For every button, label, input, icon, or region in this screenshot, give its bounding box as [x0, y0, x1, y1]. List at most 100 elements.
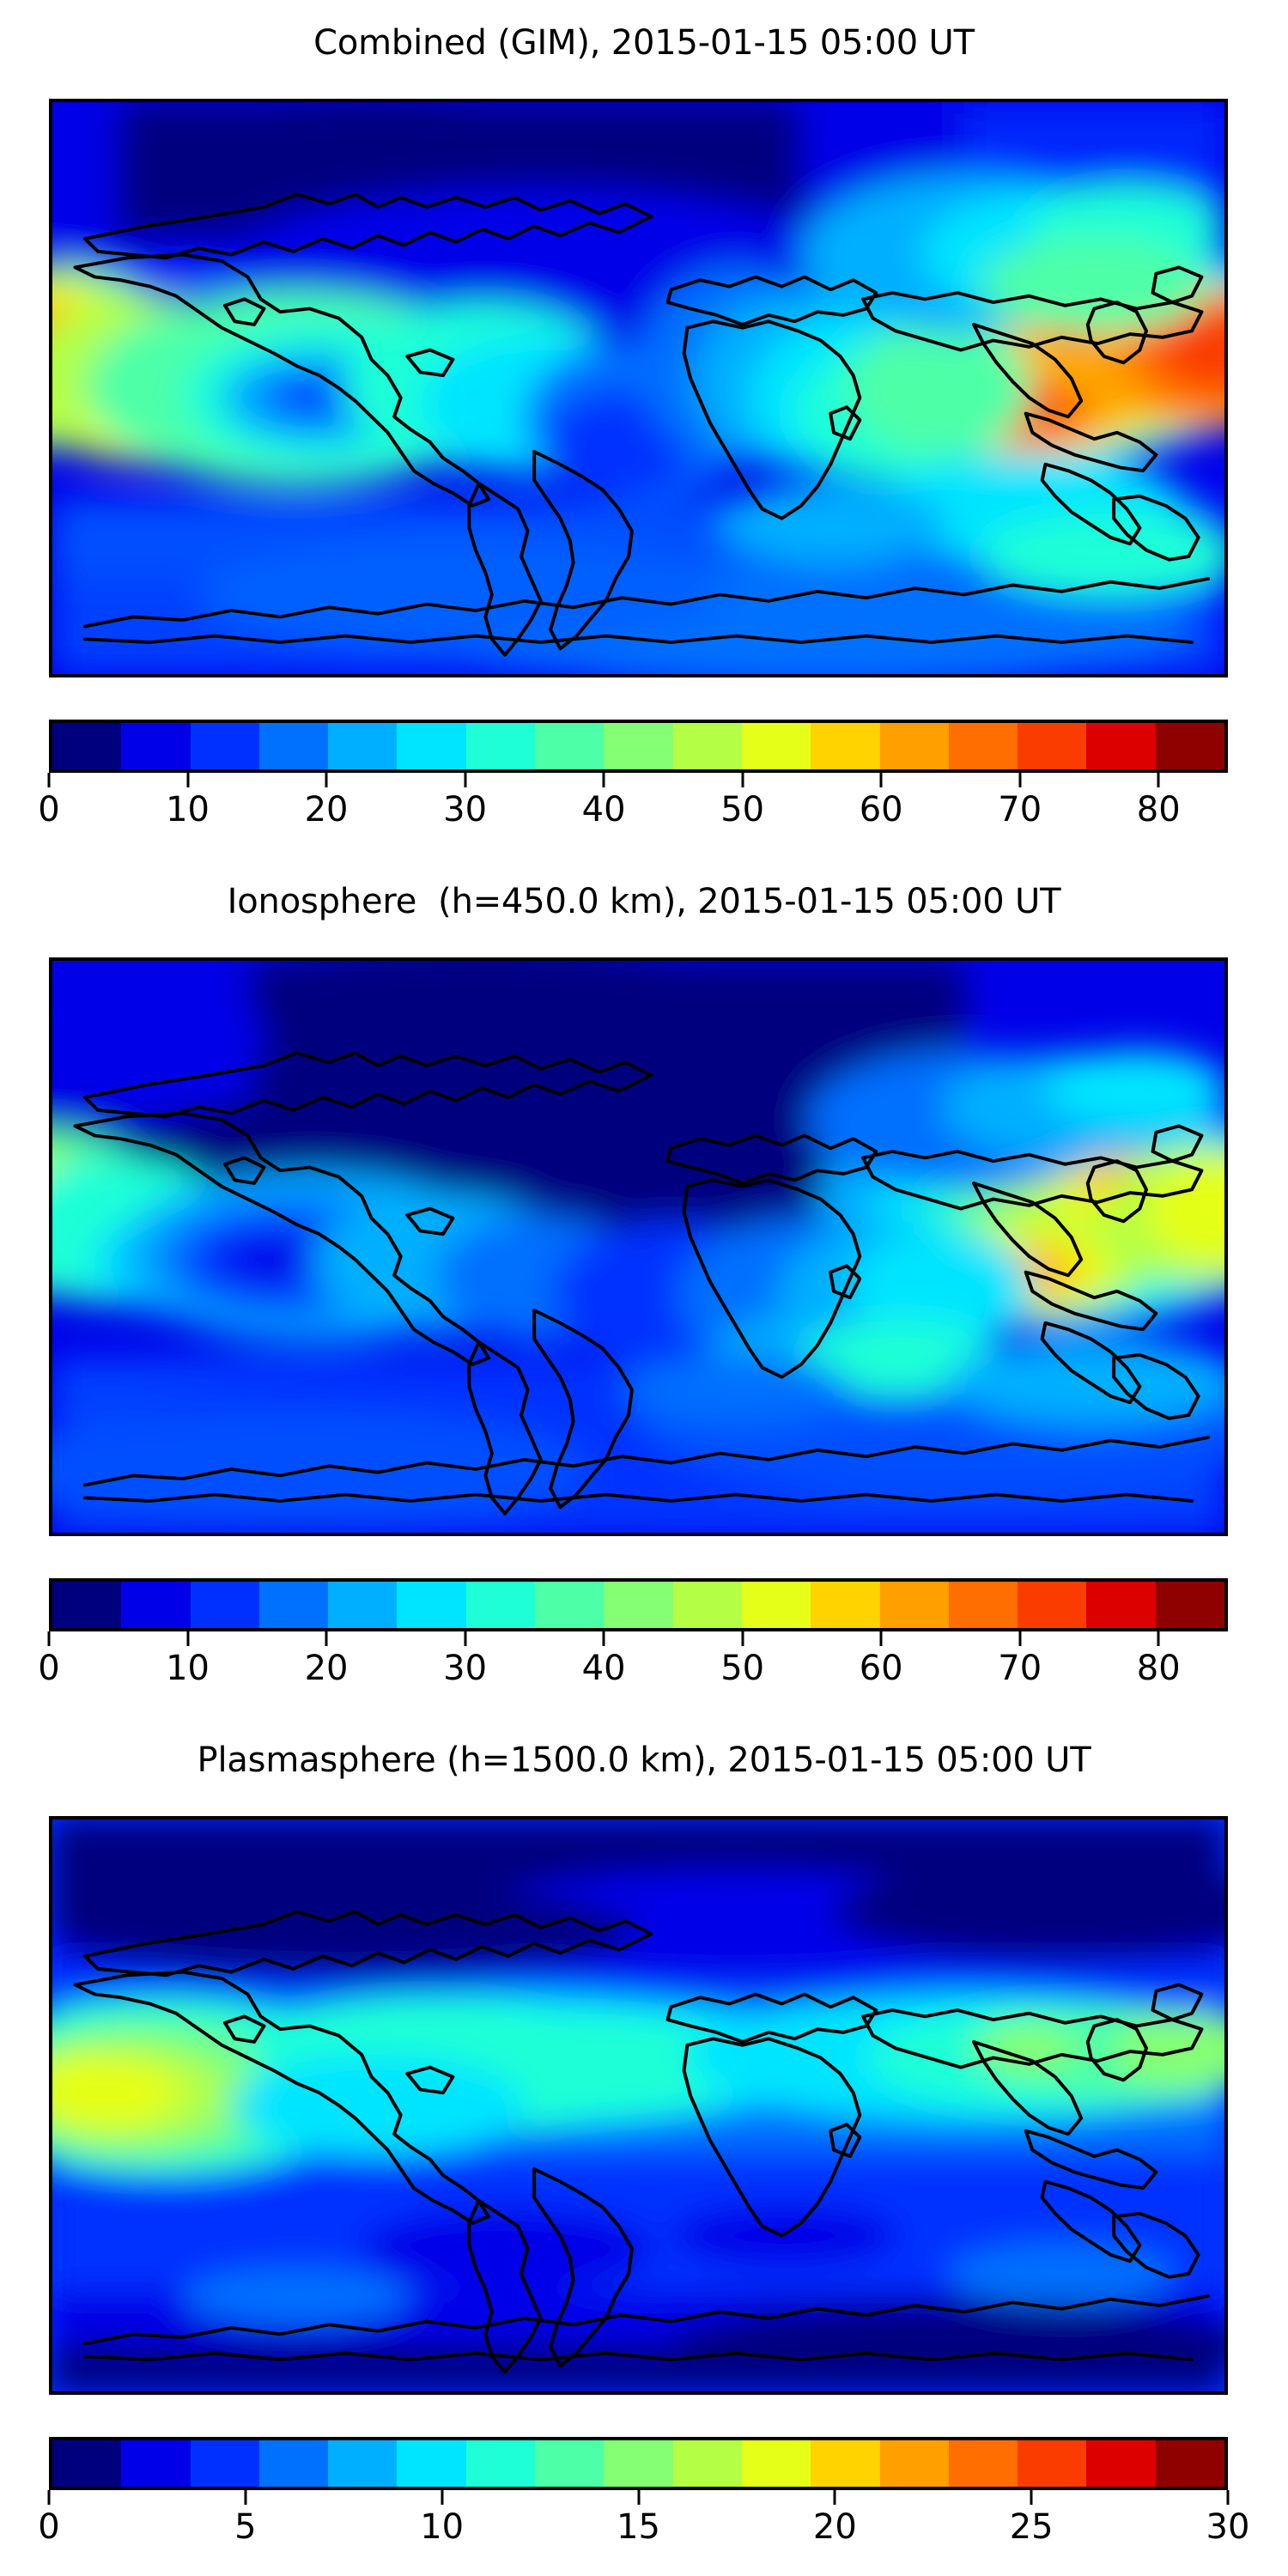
colorbar-tick-mark — [602, 773, 605, 787]
colorbar-band — [672, 723, 742, 769]
colorbar-band — [52, 2440, 122, 2487]
colorbar-band — [1086, 2440, 1156, 2487]
colorbar-band — [1086, 723, 1156, 769]
colorbar-band — [328, 723, 398, 769]
colorbar-band — [121, 723, 191, 769]
colorbar-band — [811, 1582, 880, 1628]
colorbar-ticks-plasmasphere: 0 5 10 15 20 25 30 — [38, 2490, 1249, 2550]
colorbar-tick-mark — [325, 773, 328, 787]
colorbar-tick-label: 80 — [1136, 1649, 1181, 1688]
colorbar-band — [121, 2440, 191, 2487]
colorbar-tick-mark — [464, 1631, 467, 1646]
colorbar-tick-mark — [1157, 1631, 1160, 1646]
panel-title-combined: Combined (GIM), 2015-01-15 05:00 UT — [313, 23, 975, 63]
colorbar-tick-mark — [186, 1631, 190, 1646]
colorbar-band — [811, 2440, 880, 2487]
colorbar-tick-mark — [741, 1631, 744, 1646]
panel-title-plasmasphere: Plasmasphere (h=1500.0 km), 2015-01-15 0… — [197, 1741, 1091, 1780]
map-axes-combined[interactable] — [49, 99, 1228, 677]
colorbar-tick-mark — [741, 773, 744, 787]
colorbar-band — [741, 723, 811, 769]
colorbar-band — [741, 1582, 811, 1628]
colorbar-ticks-ionosphere: 0 10 20 30 40 50 60 70 80 — [38, 1631, 1228, 1692]
colorbar-band — [190, 723, 259, 769]
colorbar-ionosphere[interactable] — [49, 1578, 1228, 1631]
colorbar-band — [1155, 1582, 1224, 1628]
colorbar-tick-label: 0 — [38, 2507, 60, 2547]
colorbar-band — [604, 2440, 673, 2487]
colorbar-tick-mark — [1157, 773, 1160, 787]
map-axes-ionosphere[interactable] — [49, 957, 1228, 1536]
map-field-plasmasphere — [52, 1820, 1224, 2391]
colorbar-strip-ionosphere — [52, 1582, 1224, 1628]
colorbar-band — [121, 1582, 191, 1628]
colorbar-band — [811, 723, 880, 769]
colorbar-band — [465, 723, 536, 769]
colorbar-band — [397, 723, 466, 769]
panel-title-ionosphere: Ionosphere (h=450.0 km), 2015-01-15 05:0… — [227, 882, 1061, 921]
colorbar-band — [328, 1582, 398, 1628]
colorbar-tick-mark — [464, 773, 467, 787]
map-field-ionosphere — [52, 961, 1224, 1533]
colorbar-tick-label: 30 — [443, 790, 488, 829]
colorbar-tick-mark — [879, 1631, 883, 1646]
colorbar-band — [1018, 2440, 1087, 2487]
colorbar-band — [535, 1582, 605, 1628]
colorbar-tick-mark — [602, 1631, 605, 1646]
colorbar-tick-label: 70 — [998, 1649, 1042, 1688]
colorbar-band — [879, 1582, 949, 1628]
colorbar-tick-label: 10 — [166, 790, 210, 829]
colorbar-band — [1155, 723, 1224, 769]
colorbar-band — [397, 1582, 466, 1628]
colorbar-band — [604, 1582, 673, 1628]
map-field-combined — [52, 102, 1224, 674]
colorbar-band — [397, 2440, 466, 2487]
colorbar-tick-mark — [244, 2490, 247, 2505]
colorbar-band — [258, 723, 329, 769]
colorbar-tick-label: 50 — [720, 790, 765, 829]
colorbar-tick-mark — [833, 2490, 836, 2505]
colorbar-tick-mark — [637, 2490, 640, 2505]
colorbar-band — [190, 2440, 259, 2487]
colorbar-ticks-combined: 0 10 20 30 40 50 60 70 80 — [38, 773, 1228, 833]
colorbar-band — [328, 2440, 398, 2487]
colorbar-tick-mark — [1018, 1631, 1022, 1646]
colorbar-strip-combined — [52, 723, 1224, 769]
colorbar-band — [258, 1582, 329, 1628]
colorbar-band — [1018, 1582, 1087, 1628]
colorbar-tick-mark — [325, 1631, 328, 1646]
colorbar-tick-label: 25 — [1009, 2507, 1054, 2547]
colorbar-band — [948, 2440, 1018, 2487]
colorbar-tick-mark — [1226, 2490, 1230, 2505]
colorbar-plasmasphere[interactable] — [49, 2437, 1228, 2490]
colorbar-tick-mark — [186, 773, 190, 787]
colorbar-band — [258, 2440, 329, 2487]
colorbar-strip-plasmasphere — [52, 2440, 1224, 2487]
colorbar-combined[interactable] — [49, 720, 1228, 773]
colorbar-band — [879, 2440, 949, 2487]
colorbar-tick-label: 40 — [581, 1649, 626, 1688]
colorbar-tick-mark — [440, 2490, 444, 2505]
colorbar-tick-label: 0 — [38, 790, 60, 829]
colorbar-tick-label: 80 — [1136, 790, 1181, 829]
colorbar-tick-label: 40 — [581, 790, 626, 829]
colorbar-band — [672, 2440, 742, 2487]
colorbar-tick-label: 60 — [859, 1649, 903, 1688]
colorbar-tick-label: 30 — [1206, 2507, 1250, 2547]
map-axes-plasmasphere[interactable] — [49, 1816, 1228, 2395]
colorbar-tick-label: 10 — [420, 2507, 465, 2547]
colorbar-tick-label: 15 — [617, 2507, 660, 2547]
colorbar-band — [948, 723, 1018, 769]
colorbar-tick-mark — [47, 2490, 51, 2505]
colorbar-tick-label: 5 — [234, 2507, 257, 2547]
colorbar-band — [465, 2440, 536, 2487]
colorbar-band — [1155, 2440, 1224, 2487]
colorbar-tick-mark — [47, 1631, 51, 1646]
colorbar-band — [741, 2440, 811, 2487]
colorbar-band — [52, 1582, 122, 1628]
colorbar-tick-label: 20 — [304, 790, 349, 829]
colorbar-band — [1086, 1582, 1156, 1628]
colorbar-band — [1018, 723, 1087, 769]
colorbar-band — [948, 1582, 1018, 1628]
